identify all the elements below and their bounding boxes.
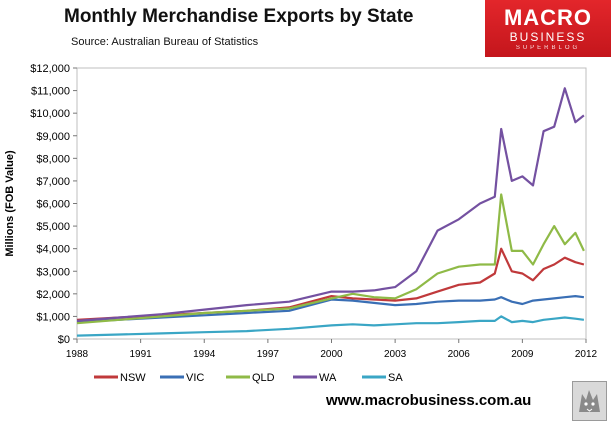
x-tick-label: 1991 — [130, 349, 153, 360]
macrobusiness-logo: MACRO BUSINESS SUPERBLOG — [485, 0, 611, 57]
series-line-nsw — [76, 247, 585, 321]
series-line-wa — [76, 87, 585, 322]
series-line-sa — [76, 315, 585, 337]
legend-label-nsw: NSW — [120, 372, 146, 384]
y-tick-label: $2,000 — [36, 289, 70, 301]
logo-line-superblog: SUPERBLOG — [515, 45, 581, 51]
logo-line-business: BUSINESS — [509, 30, 587, 44]
x-tick-label: 1997 — [257, 349, 280, 360]
x-tick-label: 2000 — [320, 349, 343, 360]
footer-url[interactable]: www.macrobusiness.com.au — [326, 392, 532, 409]
y-tick-label: $7,000 — [36, 176, 70, 188]
legend-label-wa: WA — [319, 372, 337, 384]
logo-line-macro: MACRO — [503, 5, 593, 30]
y-tick-label: $0 — [58, 334, 70, 346]
y-tick-label: $4,000 — [36, 244, 70, 256]
x-tick-label: 2009 — [511, 349, 534, 360]
x-tick-label: 1988 — [66, 349, 89, 360]
wolf-icon — [572, 381, 607, 421]
x-tick-label: 2012 — [575, 349, 598, 360]
y-axis-label: Millions (FOB Value) — [4, 150, 16, 257]
y-tick-label: $6,000 — [36, 199, 70, 211]
y-tick-label: $11,000 — [31, 86, 70, 98]
chart-title: Monthly Merchandise Exports by State — [64, 6, 414, 27]
legend-label-sa: SA — [388, 372, 403, 384]
y-tick-label: $3,000 — [36, 266, 70, 278]
y-tick-label: $12,000 — [30, 63, 70, 75]
legend-label-qld: QLD — [252, 372, 275, 384]
x-tick-label: 2006 — [448, 349, 471, 360]
x-tick-label: 1994 — [193, 349, 216, 360]
y-tick-label: $5,000 — [36, 221, 70, 233]
chart-source: Source: Australian Bureau of Statistics — [71, 36, 259, 48]
legend-label-vic: VIC — [186, 372, 204, 384]
x-tick-label: 2003 — [384, 349, 407, 360]
y-tick-label: $9,000 — [36, 131, 70, 143]
y-tick-label: $8,000 — [36, 153, 70, 165]
series-line-vic — [76, 295, 585, 324]
y-tick-label: $10,000 — [30, 108, 70, 120]
series-line-qld — [76, 193, 585, 325]
y-tick-label: $1,000 — [36, 311, 70, 323]
